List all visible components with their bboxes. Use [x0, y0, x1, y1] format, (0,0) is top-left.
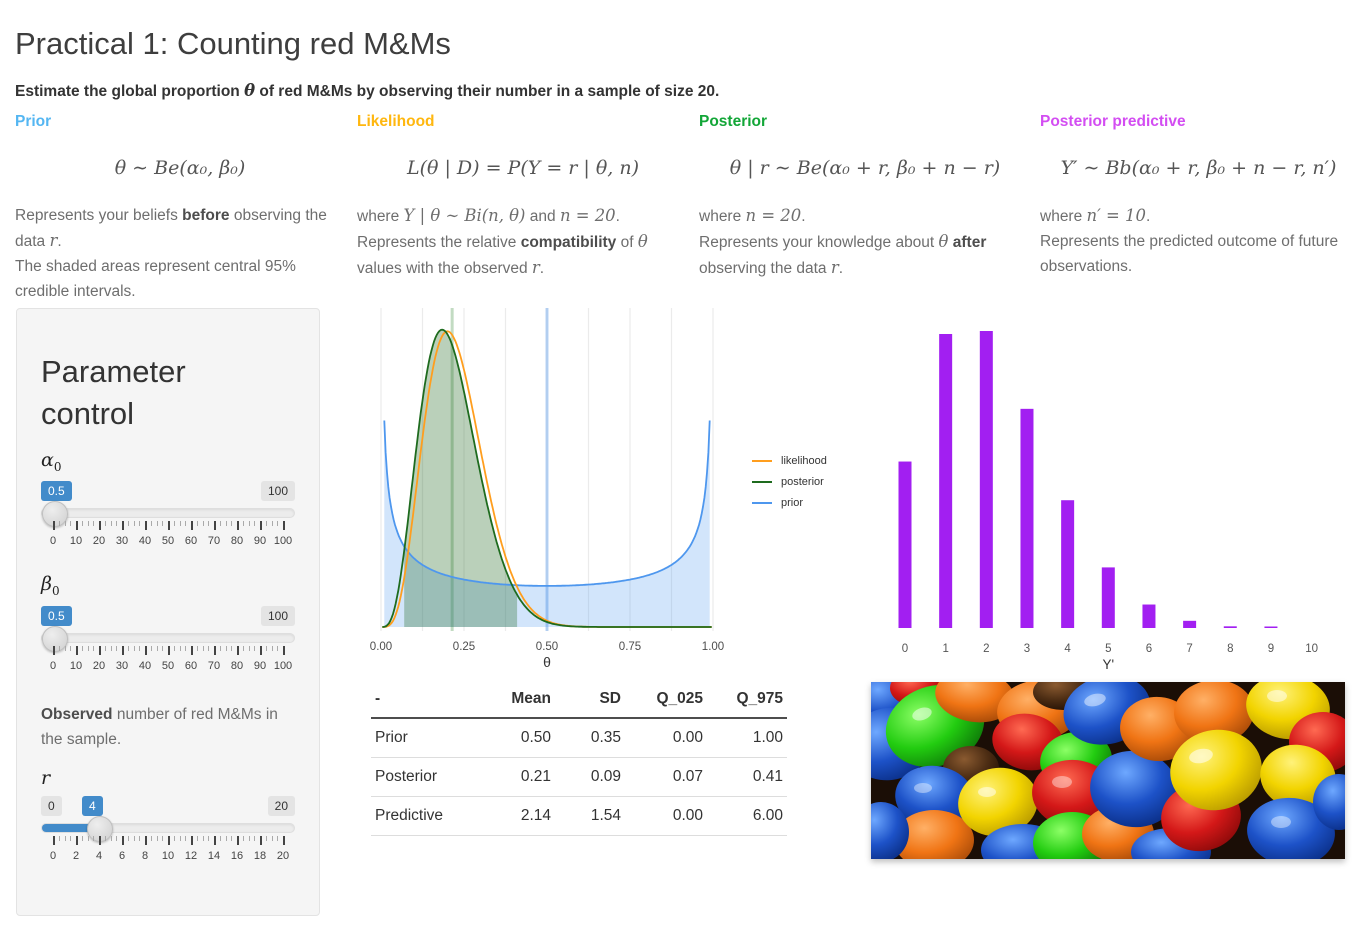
predictive-bar-chart: 0 1 2 3 4 5 6 7 8 9 10 Y': [898, 331, 1318, 672]
svg-text:6: 6: [1146, 643, 1152, 655]
table-row: Predictive 2.14 1.54 0.00 6.00: [371, 796, 787, 836]
svg-text:0.50: 0.50: [536, 641, 558, 653]
svg-text:5: 5: [1105, 643, 1111, 655]
svg-text:1: 1: [942, 643, 948, 655]
posterior-predictive-column: Posterior predictive Y′ ∼ Bb(α₀ + r, β₀ …: [1040, 113, 1357, 279]
page-title: Practical 1: Counting red M&Ms: [15, 26, 451, 61]
posterior-column: Posterior θ | r ∼ Be(α₀ + r, β₀ + n − r)…: [699, 113, 1031, 281]
r-axis: 0 2 4 6 8 10 12 14 16 18 20: [49, 850, 290, 862]
svg-text:1.00: 1.00: [702, 641, 724, 653]
prior-formula: θ ∼ Be(α₀, β₀): [114, 157, 246, 179]
svg-text:Y': Y': [1103, 657, 1115, 672]
beta0-ticks: [53, 646, 285, 656]
svg-text:8: 8: [1227, 643, 1233, 655]
svg-text:0.00: 0.00: [370, 641, 392, 653]
r-slider[interactable]: 0 4 20 0 2 4 6 8 10 12 14 16 18 20: [41, 796, 295, 874]
likelihood-description: where Y | θ ∼ Bi(n, θ) and n = 20. Repres…: [357, 206, 648, 277]
beta0-handle[interactable]: [42, 626, 69, 652]
posterior-line-icon: [752, 480, 772, 483]
table-row: Prior 0.50 0.35 0.00 1.00: [371, 718, 787, 758]
prior-header: Prior: [15, 113, 52, 130]
likelihood-line-icon: [752, 459, 772, 462]
summary-table: - Mean SD Q_025 Q_975 Prior 0.50 0.35 0.00 1…: [371, 684, 787, 836]
r-track[interactable]: [41, 823, 295, 833]
svg-text:7: 7: [1186, 643, 1192, 655]
alpha0-max-badge: 100: [260, 481, 295, 501]
beta0-label: β0: [41, 573, 60, 598]
r-max-badge: 20: [267, 796, 295, 816]
posterior-formula: θ | r ∼ Be(α₀ + r, β₀ + n − r): [729, 157, 1001, 179]
alpha0-ticks: [53, 521, 285, 531]
r-fill-bar: [42, 824, 100, 832]
beta0-axis: 0 10 20 30 40 50 60 70 80 90 100: [49, 660, 293, 672]
beta0-value-badge: 0.5: [41, 606, 72, 626]
table-header-row: - Mean SD Q_025 Q_975: [371, 684, 787, 719]
r-value-badge: 4: [82, 796, 103, 816]
svg-text:3: 3: [1024, 643, 1030, 655]
posterior-predictive-description: where n′ = 10. Represents the predicted o…: [1040, 206, 1339, 275]
alpha0-label: α0: [41, 449, 62, 474]
beta0-slider[interactable]: 0.5 100 0 10 20 30 40 50 60 70 80 90 100: [41, 606, 295, 684]
svg-text:2: 2: [983, 643, 989, 655]
density-plot: 0.00 0.25 0.50 0.75 1.00 θ: [370, 308, 724, 670]
svg-text:4: 4: [1064, 643, 1071, 655]
svg-text:9: 9: [1268, 643, 1274, 655]
svg-text:0.75: 0.75: [619, 641, 641, 653]
likelihood-column: Likelihood L(θ | D) = P(Y = r | θ, n) wh…: [357, 113, 689, 281]
posterior-description: where n = 20. Represents your knowledge a…: [699, 206, 987, 277]
beta0-track[interactable]: [41, 633, 295, 643]
density-legend: likelihood posterior prior: [752, 450, 827, 513]
posterior-predictive-formula: Y′ ∼ Bb(α₀ + r, β₀ + n − r, n′): [1060, 157, 1337, 179]
parameter-control-panel: Parameter control α0 0.5 100 0 10 20 30 40 50…: [16, 308, 320, 916]
posterior-predictive-header: Posterior predictive: [1040, 113, 1186, 130]
svg-text:10: 10: [1305, 643, 1318, 655]
alpha0-value-badge: 0.5: [41, 481, 72, 501]
r-ticks: [53, 836, 285, 846]
legend-item-likelihood: likelihood: [752, 450, 827, 471]
alpha0-track[interactable]: [41, 508, 295, 518]
r-label: r: [41, 767, 51, 789]
prior-column: Prior θ ∼ Be(α₀, β₀) Represents your bel…: [15, 113, 345, 304]
prior-description: Represents your beliefs before observing…: [15, 207, 327, 300]
alpha0-slider[interactable]: 0.5 100 0 10 20 30 40 50 60 70 80 90 100: [41, 481, 295, 559]
r-min-badge: 0: [41, 796, 62, 816]
likelihood-formula: L(θ | D) = P(Y = r | θ, n): [406, 157, 640, 179]
likelihood-header: Likelihood: [357, 113, 435, 130]
svg-text:0: 0: [902, 643, 908, 655]
page-subtitle: Estimate the global proportion θ of red …: [15, 81, 720, 100]
legend-item-posterior: posterior: [752, 471, 827, 492]
svg-text:θ: θ: [543, 654, 551, 670]
alpha0-handle[interactable]: [42, 501, 69, 527]
observed-text: Observed number of red M&Ms in the sampl…: [41, 706, 278, 748]
svg-text:0.25: 0.25: [453, 641, 475, 653]
legend-item-prior: prior: [752, 492, 827, 513]
alpha0-axis: 0 10 20 30 40 50 60 70 80 90 100: [49, 535, 293, 547]
mms-photo: [871, 682, 1345, 859]
prior-line-icon: [752, 501, 772, 504]
beta0-max-badge: 100: [260, 606, 295, 626]
panel-heading: Parameter control: [41, 354, 186, 431]
table-row: Posterior 0.21 0.09 0.07 0.41: [371, 757, 787, 797]
posterior-header: Posterior: [699, 113, 768, 130]
